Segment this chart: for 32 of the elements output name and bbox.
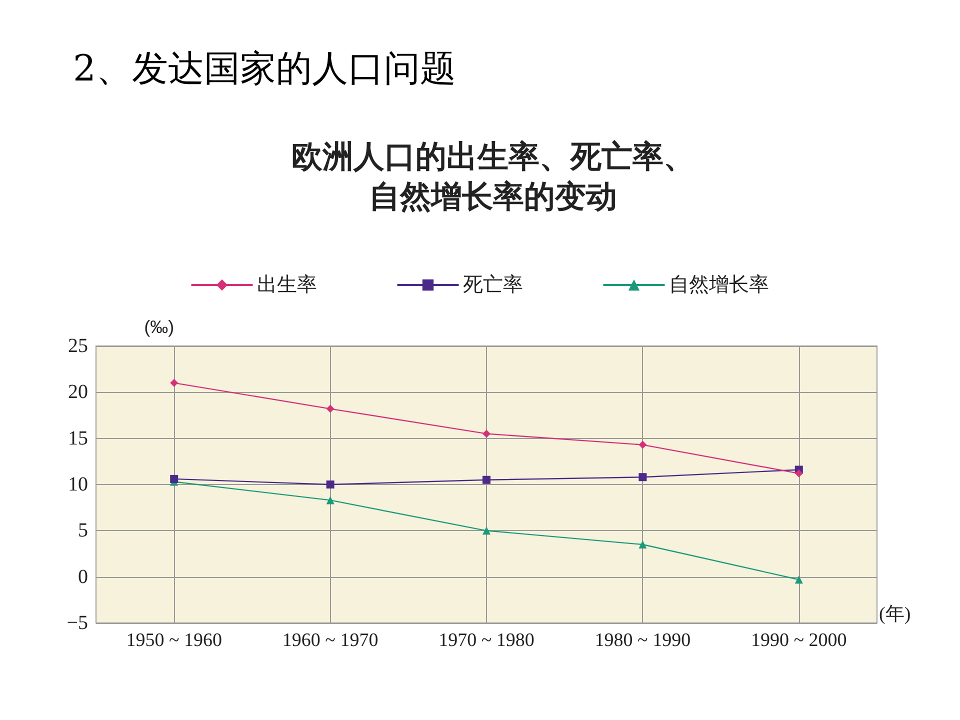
point xyxy=(794,576,803,584)
point xyxy=(482,476,490,484)
point xyxy=(326,404,334,413)
y-tick-label: 5 xyxy=(78,520,88,542)
legend-label: 死亡率 xyxy=(463,274,523,296)
y-tick-label: 20 xyxy=(68,381,88,404)
y-tick-label: 10 xyxy=(68,474,88,496)
chart-title: 2、发达国家的人口问题 xyxy=(73,48,456,90)
y-axis-title: (‰) xyxy=(144,317,174,337)
y-tick-label: 0 xyxy=(78,566,88,588)
legend-label: 出生率 xyxy=(257,274,317,296)
point xyxy=(170,378,178,387)
point xyxy=(794,469,803,478)
point xyxy=(326,480,334,488)
point xyxy=(482,430,490,438)
y-tick-label: −5 xyxy=(66,612,88,634)
x-tick-label: 1950 ~ 1960 xyxy=(126,630,222,651)
point xyxy=(638,540,647,549)
x-tick-label: 1980 ~ 1990 xyxy=(594,630,691,651)
x-axis-title: (年) xyxy=(879,604,911,625)
x-tick-label: 1960 ~ 1970 xyxy=(282,630,378,651)
x-tick-label: 1990 ~ 2000 xyxy=(751,630,847,651)
legend-label: 自然增长率 xyxy=(669,274,769,296)
y-tick-label: 25 xyxy=(68,335,88,357)
chart-subtitle: 欧洲人口的出生率、死亡率、自然增长率的变动 xyxy=(292,139,694,215)
point xyxy=(482,526,490,535)
point xyxy=(326,496,334,504)
y-tick-label: 15 xyxy=(68,427,88,450)
point xyxy=(638,440,647,449)
point xyxy=(170,474,178,483)
point xyxy=(638,473,647,482)
x-tick-label: 1970 ~ 1980 xyxy=(438,630,534,651)
